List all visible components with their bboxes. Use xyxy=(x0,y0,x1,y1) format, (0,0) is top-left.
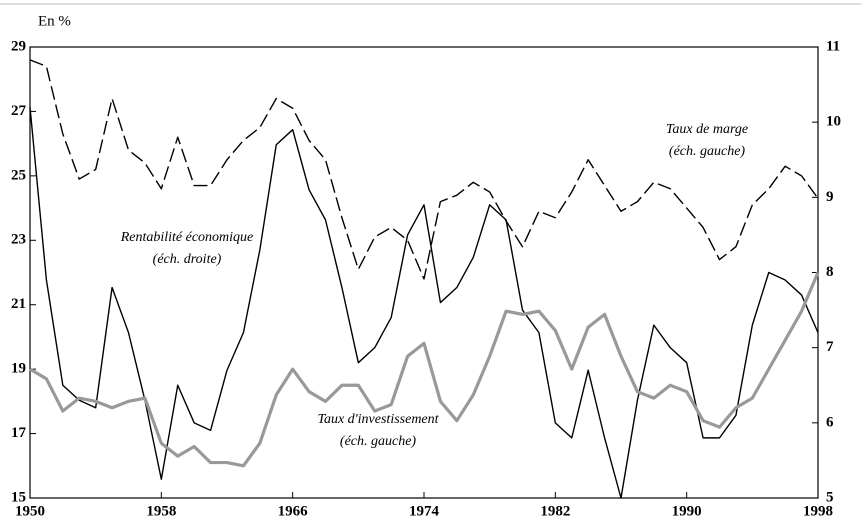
y-tick-label: 25 xyxy=(11,167,26,183)
y-tick-label: 23 xyxy=(11,232,26,248)
series-label: Taux d'investissement xyxy=(317,412,439,427)
y-tick-label: 17 xyxy=(11,425,27,441)
series-line xyxy=(29,271,820,468)
x-tick-label: 1982 xyxy=(540,503,570,519)
y-tick-label: 29 xyxy=(11,38,26,54)
y2-tick-label: 7 xyxy=(826,339,834,355)
unit-label: En % xyxy=(38,13,71,29)
series-label: Rentabilité économique xyxy=(120,230,254,245)
series-line xyxy=(29,107,819,499)
y2-tick-label: 5 xyxy=(826,489,834,505)
series-line xyxy=(29,59,819,280)
y-tick-label: 27 xyxy=(11,103,27,119)
x-tick-label: 1958 xyxy=(146,503,176,519)
y-tick-label: 21 xyxy=(11,296,26,312)
y2-tick-label: 9 xyxy=(826,189,834,205)
x-tick-label: 1950 xyxy=(15,503,45,519)
x-tick-label: 1990 xyxy=(672,503,702,519)
series-label: Taux de marge xyxy=(666,122,748,137)
y2-tick-label: 10 xyxy=(826,114,841,130)
y-tick-label: 15 xyxy=(11,489,26,505)
x-tick-label: 1998 xyxy=(803,503,833,519)
y2-tick-label: 11 xyxy=(826,38,840,54)
x-tick-label: 1974 xyxy=(409,503,440,519)
series-scale-label: (éch. gauche) xyxy=(669,144,746,159)
plot-frame xyxy=(29,46,819,499)
series-scale-label: (éch. gauche) xyxy=(340,434,417,449)
y-tick-label: 19 xyxy=(11,361,26,377)
x-tick-label: 1966 xyxy=(278,503,309,519)
y2-tick-label: 6 xyxy=(826,414,834,430)
y2-tick-label: 8 xyxy=(826,264,834,280)
series-scale-label: (éch. droite) xyxy=(153,252,222,267)
